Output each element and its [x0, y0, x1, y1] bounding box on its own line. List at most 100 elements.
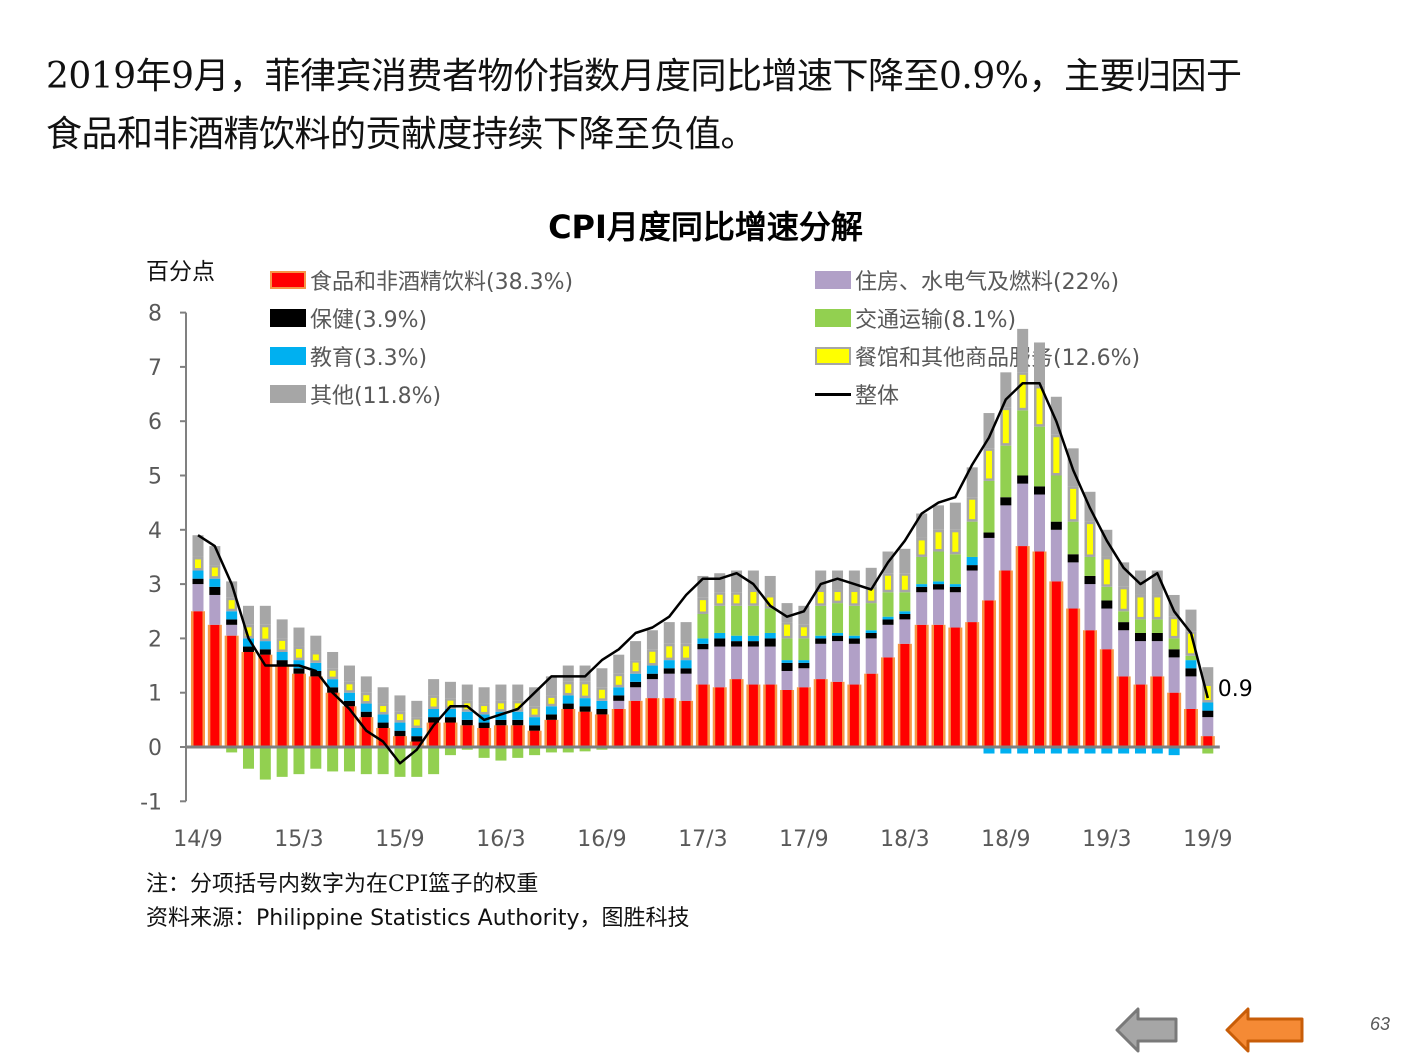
bar-segment-health: [596, 708, 608, 715]
x-tick-label: 19/9: [1183, 827, 1232, 852]
bar-segment-education: [444, 708, 456, 718]
bar-segment-health: [579, 706, 591, 712]
bar-segment-food: [917, 624, 927, 747]
bar-segment-restaurants: [497, 703, 504, 710]
legend-item-health: 保健(3.9%): [270, 302, 427, 334]
previous-page-button[interactable]: [1224, 1006, 1304, 1054]
x-tick-label: 17/9: [779, 827, 828, 852]
y-tick-label: 6: [148, 410, 162, 435]
bar-segment-restaurants: [195, 559, 201, 569]
bar-segment-transport: [798, 638, 810, 661]
bar-segment-transport: [983, 480, 995, 533]
bar-segment-food: [1085, 630, 1095, 747]
bar-segment-other: [226, 581, 238, 598]
bar-segment-housing: [1134, 641, 1146, 685]
bar-segment-education: [1168, 747, 1180, 756]
bar-segment-food: [597, 714, 607, 747]
bar-segment-food: [647, 698, 657, 747]
bar-segment-education: [394, 722, 406, 731]
bar-segment-health: [192, 578, 204, 585]
bar-segment-housing: [815, 643, 827, 680]
bar-segment-housing: [983, 537, 995, 601]
bar-segment-restaurants: [1002, 410, 1009, 444]
x-tick-label: 19/3: [1082, 827, 1131, 852]
bar-segment-food: [681, 700, 691, 747]
bar-segment-health: [865, 632, 877, 639]
bar-segment-housing: [747, 646, 759, 685]
bar-segment-other: [798, 605, 810, 625]
bar-segment-transport: [832, 603, 844, 633]
bar-segment-health: [1151, 632, 1163, 642]
bar-segment-transport: [545, 747, 557, 753]
bar-segment-education: [983, 747, 995, 754]
bar-segment-transport: [360, 747, 372, 775]
legend-label-total: 整体: [855, 384, 900, 409]
y-tick-label: 4: [148, 519, 162, 544]
source-suffix: ，图胜科技: [579, 906, 690, 931]
y-tick-label: 3: [148, 573, 162, 598]
back-button[interactable]: [1114, 1006, 1178, 1054]
bar-segment-food: [496, 725, 506, 747]
bar-segment-housing: [781, 670, 793, 690]
bar-segment-health: [209, 586, 221, 595]
left-arrow-icon: [1115, 1007, 1178, 1053]
bar-segment-education: [949, 584, 961, 587]
bar-segment-restaurants: [1137, 597, 1144, 617]
bar-segment-transport: [848, 605, 860, 636]
bar-segment-transport: [865, 603, 877, 631]
legend-item-education: 教育(3.3%): [270, 340, 427, 372]
bar-segment-housing: [697, 649, 709, 685]
bar-segment-health: [226, 619, 238, 625]
bar-segment-transport: [226, 747, 238, 753]
bar-segment-housing: [865, 638, 877, 674]
bar-segment-health: [495, 719, 507, 726]
bar-segment-other: [562, 665, 574, 682]
bar-segment-other: [310, 635, 322, 652]
bar-segment-health: [646, 673, 658, 680]
bar-segment-other: [966, 467, 978, 498]
bar-segment-other: [1202, 667, 1214, 684]
bar-segment-other: [983, 413, 995, 449]
bar-segment-education: [798, 660, 810, 663]
bar-segment-education: [1067, 747, 1079, 754]
bar-segment-other: [949, 502, 961, 530]
bar-segment-health: [562, 703, 574, 709]
bar-segment-transport: [933, 551, 945, 582]
bar-segment-transport: [1185, 655, 1197, 661]
bar-segment-education: [916, 584, 928, 587]
bar-segment-education: [630, 673, 642, 682]
bar-segment-food: [715, 687, 725, 747]
bar-segment-housing: [764, 646, 776, 685]
legend-label-restaurants: 餐馆和其他商品服务(12.6%): [855, 346, 1141, 371]
bar-segment-restaurants: [582, 684, 589, 696]
bar-segment-health: [1000, 497, 1012, 506]
bar-segment-health: [731, 641, 743, 647]
bar-segment-education: [1101, 747, 1113, 754]
bar-segment-other: [360, 676, 372, 693]
bar-segment-food: [344, 706, 354, 747]
bar-segment-education: [663, 660, 675, 669]
bar-segment-housing: [933, 589, 945, 625]
bar-segment-food: [631, 700, 641, 747]
bar-segment-restaurants: [683, 646, 690, 658]
legend-swatch-restaurants: [815, 347, 851, 365]
bar-segment-housing: [714, 646, 726, 688]
legend-label-housing: 住房、水电气及燃料(22%): [855, 270, 1120, 295]
bar-segment-education: [966, 556, 978, 566]
legend-swatch-transport: [815, 309, 851, 327]
bar-segment-health: [276, 660, 288, 666]
x-tick-label: 18/3: [880, 827, 929, 852]
bar-segment-transport: [1118, 611, 1130, 623]
bar-segment-education: [1017, 747, 1029, 754]
bar-segment-transport: [781, 638, 793, 661]
legend-item-total: 整体: [815, 378, 899, 410]
bar-segment-food: [664, 698, 674, 747]
bar-segment-other: [781, 603, 793, 623]
bar-segment-education: [1118, 747, 1130, 754]
bar-segment-health: [613, 695, 625, 701]
bar-segment-restaurants: [986, 450, 993, 479]
y-tick-label: -1: [140, 790, 162, 815]
legend-swatch-education: [270, 347, 306, 365]
bar-segment-health: [428, 717, 440, 723]
bar-segment-health: [815, 638, 827, 644]
